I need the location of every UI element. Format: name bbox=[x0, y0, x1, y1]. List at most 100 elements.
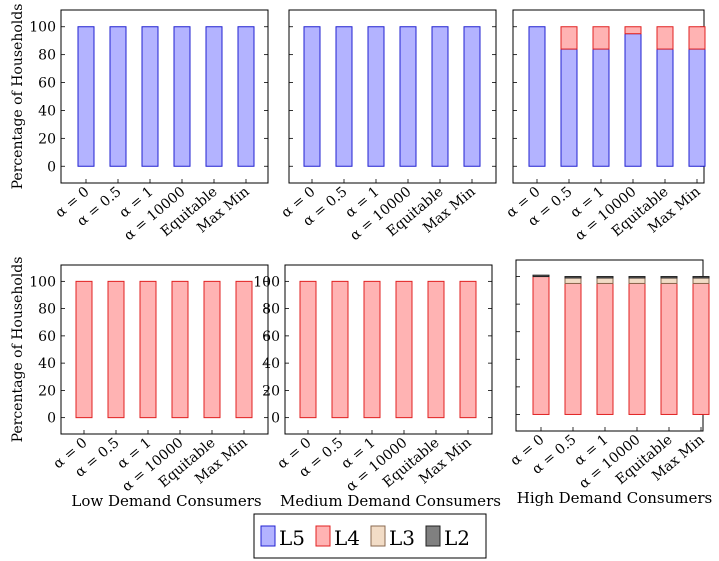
bar-l4-equitable bbox=[203, 280, 221, 419]
bar-l4-1 bbox=[596, 282, 614, 415]
y-tick-label: 80 bbox=[38, 48, 56, 64]
bar-l4-max-min bbox=[459, 280, 477, 419]
y-tick-label: 40 bbox=[38, 356, 56, 372]
bar-l4-10000 bbox=[395, 280, 413, 419]
bar-l5-1 bbox=[367, 26, 385, 167]
bar-l5-10000 bbox=[624, 33, 642, 167]
legend: L5 L4 L3 L2 bbox=[253, 513, 487, 559]
bar-l4-0-5 bbox=[331, 280, 349, 419]
y-tick-label: 40 bbox=[38, 103, 56, 119]
bar-l4-1 bbox=[139, 280, 157, 419]
y-tick-label: 20 bbox=[262, 383, 280, 399]
plot-frame bbox=[60, 264, 269, 435]
bar-l5-equitable bbox=[205, 26, 223, 167]
legend-item-3: L2 bbox=[425, 525, 470, 550]
bar-l4-1 bbox=[363, 280, 381, 419]
bar-l5-0 bbox=[528, 26, 546, 167]
bar-l5-0-5 bbox=[560, 48, 578, 167]
y-tick-label: 60 bbox=[38, 329, 56, 345]
legend-label-l2: L2 bbox=[444, 526, 470, 550]
y-tick-label: 80 bbox=[38, 302, 56, 318]
bar-l5-0-5 bbox=[109, 26, 127, 167]
bar-l2-0-5 bbox=[564, 276, 582, 279]
legend-swatch-l3 bbox=[370, 525, 386, 547]
chart-panels: 0 20 40 60 80 100 α = 0α = 0.5α = 1α = 10000Eq… bbox=[10, 4, 712, 510]
y-axis-label: Percentage of Households bbox=[10, 4, 26, 190]
y-tick-label: 80 bbox=[262, 302, 280, 318]
y-tick-label: 20 bbox=[38, 131, 56, 147]
bar-l3-10000 bbox=[628, 277, 646, 284]
bar-l5-0 bbox=[77, 26, 95, 167]
bar-l4-10000 bbox=[624, 26, 642, 35]
y-tick-label: 20 bbox=[38, 383, 56, 399]
legend-swatch-l2 bbox=[425, 525, 441, 547]
legend-swatch-l5 bbox=[260, 525, 276, 547]
bar-l5-max-min bbox=[237, 26, 255, 167]
y-tick-label: 0 bbox=[47, 411, 56, 427]
bar-l3-equitable bbox=[660, 277, 678, 284]
bar-l3-1 bbox=[596, 277, 614, 284]
y-tick-label: 40 bbox=[262, 356, 280, 372]
legend-item-1: L4 bbox=[315, 525, 360, 550]
bar-l5-0-5 bbox=[335, 26, 353, 167]
bar-l2-max-min bbox=[692, 276, 710, 279]
y-tick-label: 0 bbox=[271, 411, 280, 427]
bar-l4-0 bbox=[532, 276, 550, 415]
legend-item-0: L5 bbox=[260, 525, 305, 550]
bar-l4-0 bbox=[299, 280, 317, 419]
bar-l2-10000 bbox=[628, 276, 646, 279]
bar-l4-max-min bbox=[688, 26, 706, 50]
legend-label-l5: L5 bbox=[279, 526, 305, 550]
bar-l4-equitable bbox=[427, 280, 445, 419]
bar-l2-0 bbox=[532, 274, 550, 278]
y-tick-label: 60 bbox=[38, 76, 56, 92]
bar-l5-max-min bbox=[688, 48, 706, 167]
bar-l4-max-min bbox=[692, 282, 710, 415]
bar-l4-0 bbox=[75, 280, 93, 419]
bar-l2-1 bbox=[596, 276, 614, 279]
bar-l5-10000 bbox=[173, 26, 191, 167]
y-tick-label: 100 bbox=[29, 274, 56, 290]
bar-l5-1 bbox=[141, 26, 159, 167]
bar-l5-1 bbox=[592, 48, 610, 167]
legend-label-l3: L3 bbox=[389, 526, 415, 550]
legend-item-2: L3 bbox=[370, 525, 415, 550]
bar-l2-equitable bbox=[660, 276, 678, 279]
bar-l4-max-min bbox=[235, 280, 253, 419]
plot-frame bbox=[284, 264, 493, 435]
bar-l4-10000 bbox=[171, 280, 189, 419]
y-tick-label: 100 bbox=[29, 20, 56, 36]
x-axis-label: Medium Demand Consumers bbox=[280, 492, 501, 510]
y-tick-label: 100 bbox=[253, 274, 280, 290]
bar-l4-0-5 bbox=[564, 282, 582, 415]
bar-l5-max-min bbox=[463, 26, 481, 167]
bar-l4-0-5 bbox=[107, 280, 125, 419]
bar-l4-0-5 bbox=[560, 26, 578, 50]
bar-l5-0 bbox=[303, 26, 321, 167]
x-axis-label: High Demand Consumers bbox=[517, 489, 713, 507]
plot-frame bbox=[60, 9, 269, 184]
bar-l4-equitable bbox=[656, 26, 674, 50]
legend-swatch-l4 bbox=[315, 525, 331, 547]
legend-label-l4: L4 bbox=[334, 526, 360, 550]
bar-l3-0-5 bbox=[564, 277, 582, 284]
bar-l4-equitable bbox=[660, 282, 678, 415]
bar-l5-equitable bbox=[656, 48, 674, 167]
y-axis-label: Percentage of Households bbox=[10, 257, 26, 443]
bar-l5-equitable bbox=[431, 26, 449, 167]
plot-frame bbox=[288, 9, 497, 184]
bar-l5-10000 bbox=[399, 26, 417, 167]
bar-l3-max-min bbox=[692, 277, 710, 284]
bar-l4-10000 bbox=[628, 282, 646, 415]
legend-frame bbox=[253, 513, 487, 559]
y-tick-label: 0 bbox=[47, 159, 56, 175]
y-tick-label: 60 bbox=[262, 329, 280, 345]
bar-l4-1 bbox=[592, 26, 610, 50]
